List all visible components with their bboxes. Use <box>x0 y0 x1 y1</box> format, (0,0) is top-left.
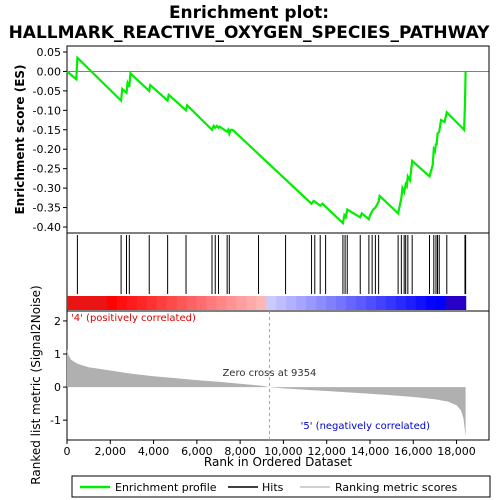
metric-y-tick-label: 2 <box>54 315 61 328</box>
rank-color-segment <box>116 296 128 310</box>
rank-color-segment <box>196 296 208 310</box>
rank-color-segment <box>425 296 437 310</box>
rank-color-bar <box>67 296 467 310</box>
es-y-tick-label: -0.05 <box>33 85 61 98</box>
es-y-tick-label: -0.25 <box>33 163 61 176</box>
rank-color-segment <box>306 296 317 310</box>
rank-color-segment <box>365 296 377 310</box>
legend-label-enrichment: Enrichment profile <box>115 481 217 494</box>
rank-color-segment <box>206 296 218 310</box>
enrichment-profile-line <box>66 55 467 226</box>
rank-color-segment <box>226 296 238 310</box>
es-y-ticks: 0.05 0.00 -0.05 -0.10 -0.15 -0.20 -0.25 -0.30 -0… <box>33 46 67 234</box>
hits-panel <box>66 232 490 312</box>
rank-color-segment <box>236 296 247 310</box>
metric-y-tick-label: 0 <box>54 381 61 394</box>
es-y-tick-label: -0.20 <box>33 143 61 156</box>
metric-y-tick-label: -1 <box>50 414 61 427</box>
legend-box <box>71 475 491 498</box>
es-panel: 0.05 0.00 -0.05 -0.10 -0.15 -0.20 -0.25 -0.30 -0… <box>13 45 490 234</box>
x-tick-label: 4,000 <box>138 445 170 458</box>
legend: Enrichment profile Hits Ranking metric s… <box>71 475 491 498</box>
rank-color-segment <box>455 296 467 310</box>
legend-label-ranking: Ranking metric scores <box>335 481 457 494</box>
x-tick-label: 14,000 <box>351 445 390 458</box>
rank-color-segment <box>106 296 118 310</box>
rank-color-segment <box>286 296 297 310</box>
rank-color-segment <box>67 296 78 310</box>
rank-color-segment <box>146 296 158 310</box>
metric-panel: Zero cross at 9354 '4' (positively corre… <box>29 285 490 485</box>
rank-color-segment <box>76 296 88 310</box>
rank-color-segment <box>96 296 108 310</box>
x-tick-label: 6,000 <box>181 445 213 458</box>
rank-color-segment <box>176 296 188 310</box>
rank-color-segment <box>395 296 407 310</box>
rank-color-segment <box>86 296 98 310</box>
rank-color-segment <box>385 296 397 310</box>
metric-y-axis-label: Ranked list metric (Signal2Noise) <box>29 285 43 484</box>
x-tick-label: 16,000 <box>394 445 433 458</box>
rank-color-segment <box>346 296 357 310</box>
es-y-tick-label: -0.35 <box>33 202 61 215</box>
rank-color-segment <box>126 296 138 310</box>
rank-color-segment <box>216 296 228 310</box>
metric-y-ticks: 2 1 0 -1 <box>50 315 67 427</box>
x-tick-label: 12,000 <box>307 445 346 458</box>
rank-color-segment <box>166 296 178 310</box>
es-y-tick-label: -0.10 <box>33 104 61 117</box>
rank-color-segment <box>296 296 307 310</box>
chart-title-line-1: Enrichment plot: <box>169 3 329 23</box>
x-tick-label: 0 <box>64 445 71 458</box>
positive-correlation-label: '4' (positively correlated) <box>71 313 196 324</box>
rank-color-segment <box>415 296 427 310</box>
rank-color-segment <box>336 296 347 310</box>
rank-color-segment <box>246 296 257 310</box>
zero-cross-label: Zero cross at 9354 <box>222 368 316 379</box>
rank-color-segment <box>256 296 267 310</box>
rank-color-segment <box>375 296 387 310</box>
legend-label-hits: Hits <box>262 481 284 494</box>
es-y-axis-label: Enrichment score (ES) <box>13 64 27 214</box>
metric-y-tick-label: 1 <box>54 348 61 361</box>
chart-title-line-2: HALLMARK_REACTIVE_OXYGEN_SPECIES_PATHWAY <box>9 23 491 43</box>
rank-color-segment <box>316 296 327 310</box>
es-y-tick-label: -0.30 <box>33 182 61 195</box>
x-axis-ticks: 0 2,000 4,000 6,000 8,000 10,000 12,000 14,000 1… <box>64 440 476 458</box>
negative-correlation-label: '5' (negatively correlated) <box>301 421 430 432</box>
es-y-tick-label: 0.00 <box>37 65 62 78</box>
rank-color-segment <box>356 296 367 310</box>
es-y-tick-label: -0.15 <box>33 124 61 137</box>
ranking-metric-area <box>67 349 466 437</box>
rank-color-segment <box>136 296 148 310</box>
rank-color-segment <box>445 296 457 310</box>
x-axis-label: Rank in Ordered Dataset <box>204 455 352 469</box>
rank-color-segment <box>186 296 198 310</box>
rank-color-segment <box>266 296 277 310</box>
x-tick-label: 2,000 <box>95 445 127 458</box>
rank-color-segment <box>435 296 447 310</box>
x-tick-label: 18,000 <box>437 445 476 458</box>
hit-marks <box>76 235 467 294</box>
rank-color-segment <box>156 296 168 310</box>
rank-color-segment <box>405 296 417 310</box>
x-tick-label: 8,000 <box>224 445 256 458</box>
rank-color-segment <box>276 296 287 310</box>
es-y-tick-label: -0.40 <box>33 221 61 234</box>
es-y-tick-label: 0.05 <box>37 46 62 59</box>
x-tick-label: 10,000 <box>264 445 303 458</box>
rank-color-segment <box>326 296 337 310</box>
